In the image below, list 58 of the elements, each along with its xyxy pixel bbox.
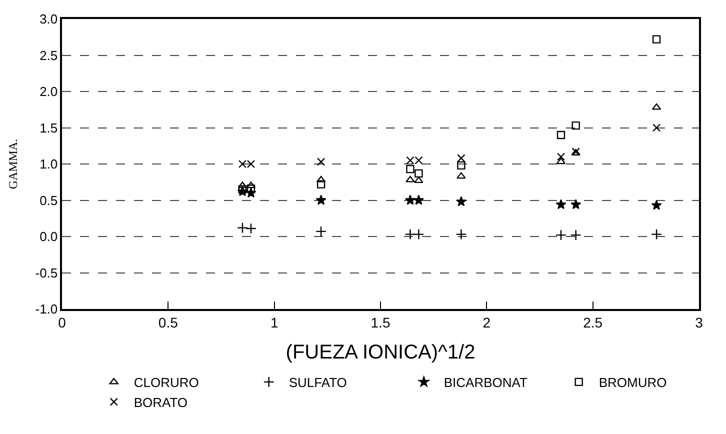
point xyxy=(406,164,414,174)
legend-label: SULFATO xyxy=(288,375,347,390)
point xyxy=(246,182,256,188)
point xyxy=(651,200,662,210)
point xyxy=(236,222,248,234)
legend-label: BORATO xyxy=(134,394,188,410)
y-tick-label: 1.0 xyxy=(40,156,58,172)
point xyxy=(316,158,326,166)
y-tick-label: -1.0 xyxy=(35,302,58,317)
x-tick-label: 0.5 xyxy=(158,314,178,331)
point xyxy=(404,194,416,205)
point xyxy=(456,196,466,206)
point xyxy=(414,176,424,184)
legend-label: BICARBONAT xyxy=(444,375,528,390)
point xyxy=(316,226,327,237)
y-tick-label: 2.5 xyxy=(40,48,58,63)
y-tick-label: 3.0 xyxy=(40,12,58,27)
point xyxy=(414,169,423,178)
x-axis-title: (FUEZA IONICA)^1/2 xyxy=(286,342,476,364)
point xyxy=(316,194,326,205)
y-axis-title: GAMMA. xyxy=(6,138,20,190)
point xyxy=(651,228,662,240)
point xyxy=(413,228,424,240)
point xyxy=(238,182,248,188)
point xyxy=(316,176,326,182)
point xyxy=(413,194,424,205)
point xyxy=(652,103,662,110)
x-tick-label: 0 xyxy=(58,314,66,331)
point xyxy=(404,228,416,240)
point xyxy=(570,199,582,210)
point xyxy=(572,121,580,130)
point xyxy=(556,199,566,210)
x-tick-label: 1 xyxy=(270,314,278,331)
y-tick-label: 1.5 xyxy=(40,120,58,136)
point xyxy=(245,223,256,234)
point xyxy=(555,230,566,241)
point xyxy=(556,130,566,140)
y-tick-label: 0.5 xyxy=(40,192,58,208)
point xyxy=(570,230,582,241)
point xyxy=(246,184,256,193)
point xyxy=(316,180,326,188)
x-tick-label: 2 xyxy=(482,314,491,331)
x-tick-label: 3 xyxy=(695,314,704,331)
x-tick-label: 1.5 xyxy=(370,314,390,331)
y-tick-label: 2.0 xyxy=(40,84,58,100)
point xyxy=(406,176,415,182)
point xyxy=(238,185,247,194)
point xyxy=(556,158,566,164)
point xyxy=(457,161,466,170)
point xyxy=(652,35,661,44)
y-tick-label: -0.5 xyxy=(35,265,58,280)
point xyxy=(457,154,466,162)
point xyxy=(456,228,467,240)
x-tick-label: 2.5 xyxy=(583,314,603,331)
y-tick-label: 0.0 xyxy=(40,229,58,244)
legend-label: BROMURO xyxy=(598,375,667,390)
legend-label: CLORURO xyxy=(134,375,199,390)
point xyxy=(456,172,466,179)
